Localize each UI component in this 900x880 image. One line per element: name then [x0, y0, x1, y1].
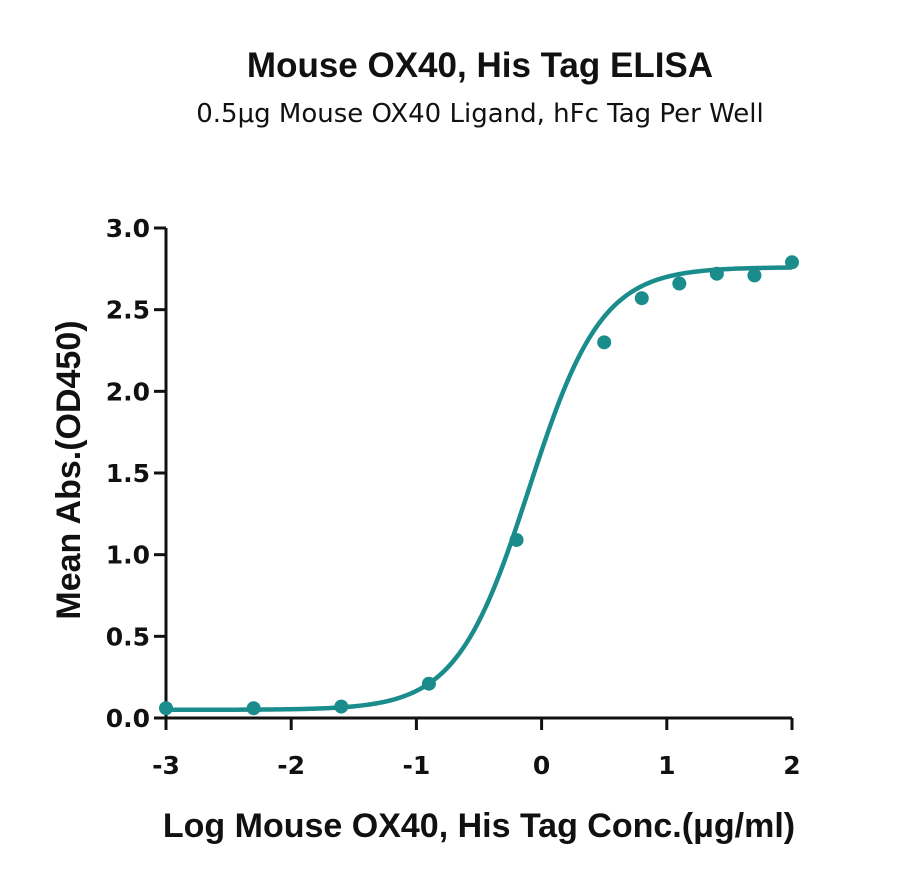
- data-point: [785, 255, 799, 270]
- data-point: [159, 701, 173, 716]
- x-tick-label: 2: [783, 751, 800, 780]
- data-point: [509, 532, 524, 547]
- y-axis-ticks: 0.0 0.5 1.0 1.5 2.0 2.5 3.0: [106, 214, 166, 733]
- fit-curve: [166, 265, 793, 713]
- x-tick-label: -2: [277, 751, 305, 780]
- y-axis-label: Mean Abs.(OD450): [50, 320, 88, 619]
- data-point: [597, 335, 612, 350]
- x-axis-label: Log Mouse OX40, His Tag Conc.(μg/ml): [163, 807, 795, 845]
- y-tick-label: 1.5: [106, 459, 150, 488]
- chart-title: Mouse OX40, His Tag ELISA: [247, 46, 713, 85]
- data-point: [709, 266, 724, 281]
- y-tick-label: 1.0: [106, 541, 150, 570]
- y-tick-label: 0.5: [106, 622, 150, 651]
- data-point: [421, 676, 436, 691]
- x-tick-label: 1: [658, 751, 675, 780]
- data-point: [634, 291, 649, 306]
- y-tick-label: 2.5: [106, 296, 150, 325]
- data-point: [672, 276, 687, 291]
- x-tick-label: -3: [152, 751, 180, 780]
- data-points: [159, 255, 799, 716]
- x-axis-ticks: -3 -2 -1 0 1 2: [152, 718, 801, 780]
- y-tick-label: 0.0: [106, 704, 150, 733]
- y-tick-label: 2.0: [106, 377, 150, 406]
- x-tick-label: -1: [403, 751, 431, 780]
- data-point: [334, 699, 349, 714]
- x-tick-label: 0: [533, 751, 550, 780]
- chart-subtitle: 0.5μg Mouse OX40 Ligand, hFc Tag Per Wel…: [196, 99, 764, 129]
- data-point: [747, 268, 762, 283]
- plot-axes: [164, 228, 792, 720]
- data-point: [246, 701, 261, 716]
- y-tick-label: 3.0: [106, 214, 150, 243]
